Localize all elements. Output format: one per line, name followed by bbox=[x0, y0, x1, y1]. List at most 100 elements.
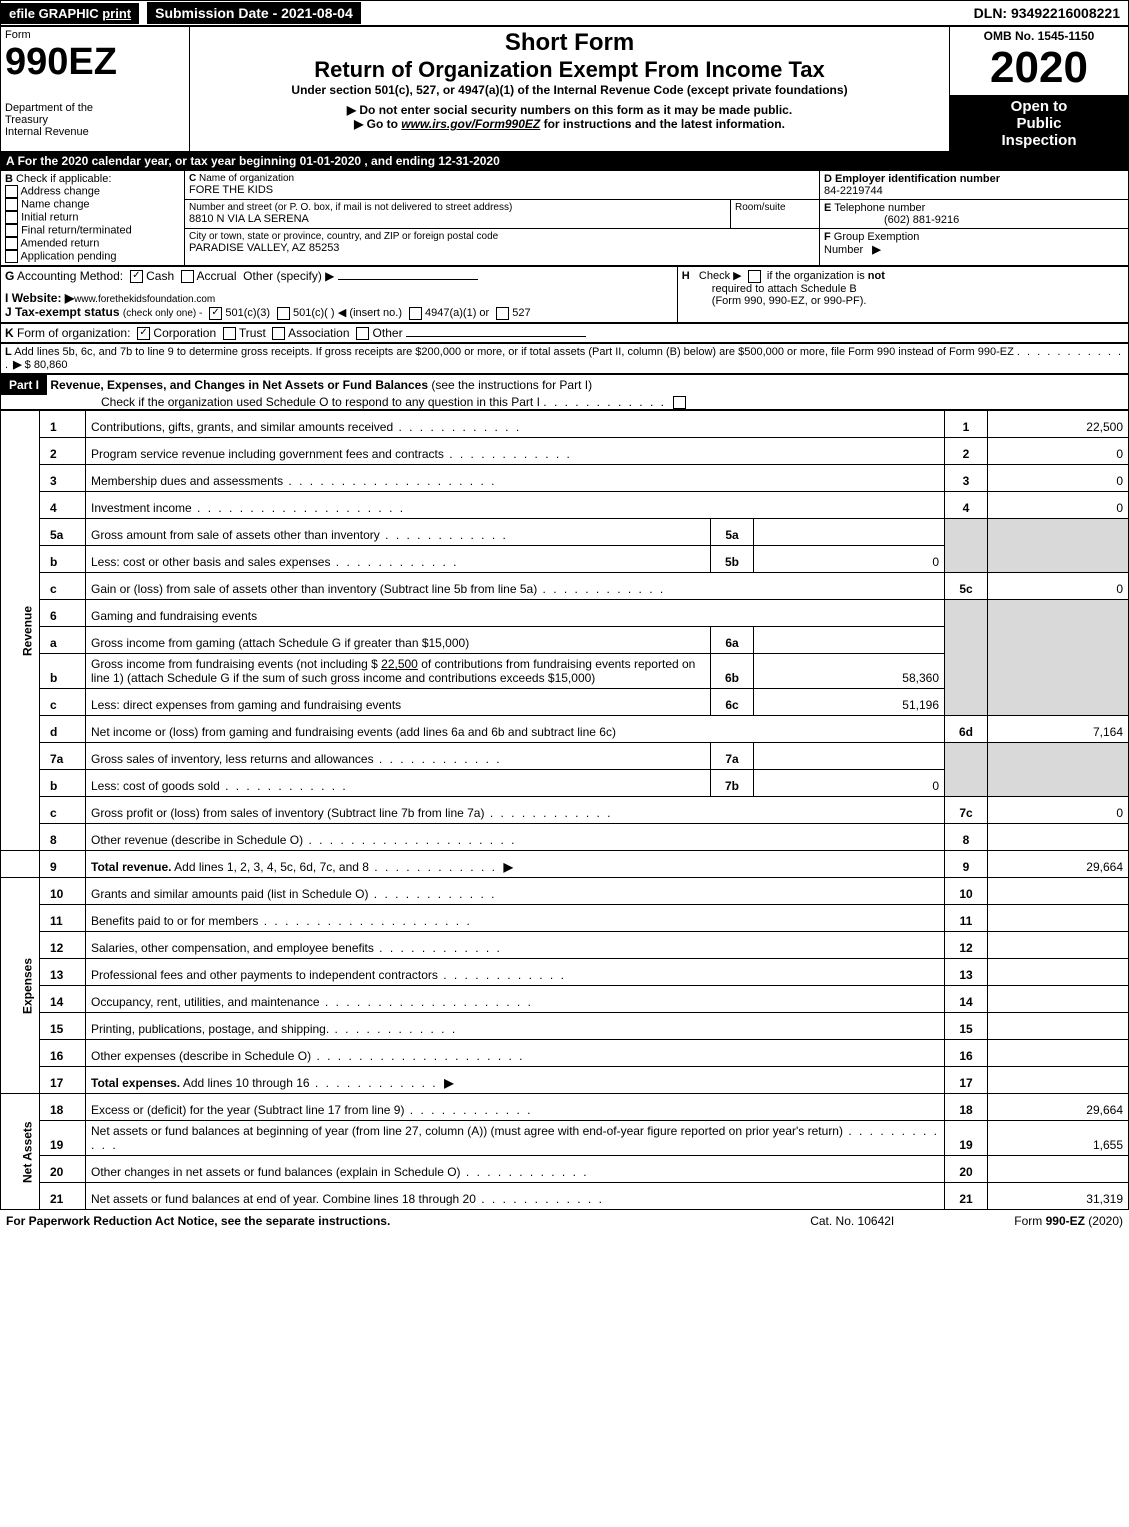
h-checkbox[interactable] bbox=[748, 270, 761, 283]
other-org-label: Other bbox=[373, 326, 403, 340]
h-check: Check ▶ bbox=[699, 270, 742, 282]
inspection: Inspection bbox=[954, 132, 1124, 149]
501c-checkbox[interactable] bbox=[277, 307, 290, 320]
revenue-label: Revenue bbox=[1, 411, 40, 851]
line-6d-num: d bbox=[40, 716, 86, 743]
part1-lines: Revenue 1 Contributions, gifts, grants, … bbox=[0, 410, 1129, 1210]
name-change-checkbox[interactable] bbox=[5, 198, 18, 211]
i-arrow: ▶ bbox=[65, 291, 74, 305]
line-5a-amt-shaded bbox=[988, 519, 1129, 546]
cash-checkbox[interactable] bbox=[130, 270, 143, 283]
initial-return-checkbox[interactable] bbox=[5, 211, 18, 224]
line-15-text: Printing, publications, postage, and shi… bbox=[91, 1022, 329, 1036]
amended-return-checkbox[interactable] bbox=[5, 237, 18, 250]
line-6a-boxamt bbox=[754, 627, 945, 653]
corp-checkbox[interactable] bbox=[137, 327, 150, 340]
line-9-amt: 29,664 bbox=[988, 851, 1129, 878]
netassets-label: Net Assets bbox=[1, 1094, 40, 1210]
assoc-checkbox[interactable] bbox=[272, 327, 285, 340]
sections-g-h: G Accounting Method: Cash Accrual Other … bbox=[0, 266, 1129, 323]
line-3-ref: 3 bbox=[945, 465, 988, 492]
line-11-amt bbox=[988, 905, 1129, 932]
line-16-ref: 16 bbox=[945, 1040, 988, 1067]
line-14-text: Occupancy, rent, utilities, and maintena… bbox=[91, 995, 320, 1009]
efile-prefix: efile bbox=[9, 6, 35, 21]
amended-return: Amended return bbox=[20, 237, 99, 249]
dept-2: Treasury bbox=[5, 114, 185, 126]
section-l: L Add lines 5b, 6c, and 7b to line 9 to … bbox=[0, 343, 1129, 374]
part1-instr: (see the instructions for Part I) bbox=[431, 378, 592, 392]
d-label: D bbox=[824, 173, 832, 185]
top-bar: efile GRAPHIC print Submission Date - 20… bbox=[0, 0, 1129, 26]
trust-checkbox[interactable] bbox=[223, 327, 236, 340]
dept-1: Department of the bbox=[5, 102, 185, 114]
501c3-checkbox[interactable] bbox=[209, 307, 222, 320]
line-16-amt bbox=[988, 1040, 1129, 1067]
line-5a-num: 5a bbox=[40, 519, 86, 546]
part1-title: Revenue, Expenses, and Changes in Net As… bbox=[50, 378, 428, 392]
line-19-amt: 1,655 bbox=[988, 1121, 1129, 1156]
line-17-text: Total expenses. bbox=[91, 1076, 180, 1090]
line-5c-ref: 5c bbox=[945, 573, 988, 600]
address-change: Address change bbox=[20, 185, 100, 197]
527-checkbox[interactable] bbox=[496, 307, 509, 320]
line-17-num: 17 bbox=[40, 1067, 86, 1094]
website[interactable]: www.forethekidsfoundation.com bbox=[74, 294, 215, 305]
expenses-label: Expenses bbox=[1, 878, 40, 1094]
accrual-checkbox[interactable] bbox=[181, 270, 194, 283]
line-17-text2: Add lines 10 through 16 bbox=[180, 1076, 309, 1090]
line-6c-box: 6c bbox=[711, 689, 754, 715]
other-org-checkbox[interactable] bbox=[356, 327, 369, 340]
schedule-o-checkbox[interactable] bbox=[673, 396, 686, 409]
line-6b-num: b bbox=[40, 654, 86, 689]
line-10-text: Grants and similar amounts paid (list in… bbox=[91, 887, 368, 901]
part1-header-row: Part I Revenue, Expenses, and Changes in… bbox=[0, 374, 1129, 410]
g-label: G bbox=[5, 269, 14, 283]
line-9-ref: 9 bbox=[945, 851, 988, 878]
line-11-ref: 11 bbox=[945, 905, 988, 932]
line-7a-text: Gross sales of inventory, less returns a… bbox=[91, 752, 374, 766]
line-5b-text: Less: cost or other basis and sales expe… bbox=[91, 555, 330, 569]
h-not: not bbox=[868, 270, 885, 282]
line-4-num: 4 bbox=[40, 492, 86, 519]
goto-url[interactable]: www.irs.gov/Form990EZ bbox=[401, 117, 540, 131]
short-form-title: Short Form bbox=[194, 29, 945, 57]
city: PARADISE VALLEY, AZ 85253 bbox=[189, 242, 339, 254]
insert-no: ◀ (insert no.) bbox=[338, 307, 402, 319]
line-5c-text: Gain or (loss) from sale of assets other… bbox=[91, 582, 537, 596]
phone: (602) 881-9216 bbox=[824, 214, 959, 226]
line-5a-box: 5a bbox=[711, 519, 754, 545]
line-7c-ref: 7c bbox=[945, 797, 988, 824]
website-lbl: Website: bbox=[12, 291, 62, 305]
print-link[interactable]: print bbox=[102, 6, 131, 21]
initial-return: Initial return bbox=[21, 211, 78, 223]
line-1-amt: 22,500 bbox=[988, 411, 1129, 438]
accrual-label: Accrual bbox=[196, 269, 236, 283]
line-6b-pre: Gross income from fundraising events (no… bbox=[91, 657, 381, 671]
line-20-num: 20 bbox=[40, 1156, 86, 1183]
line-7b-text: Less: cost of goods sold bbox=[91, 779, 220, 793]
line-21-num: 21 bbox=[40, 1183, 86, 1210]
address-change-checkbox[interactable] bbox=[5, 185, 18, 198]
h-if-org: if the organization is bbox=[767, 270, 865, 282]
line-6-num: 6 bbox=[40, 600, 86, 627]
line-12-ref: 12 bbox=[945, 932, 988, 959]
line-10-ref: 10 bbox=[945, 878, 988, 905]
4947-checkbox[interactable] bbox=[409, 307, 422, 320]
line-7a-boxamt bbox=[754, 743, 945, 769]
line-4-ref: 4 bbox=[945, 492, 988, 519]
line-16-num: 16 bbox=[40, 1040, 86, 1067]
public: Public bbox=[954, 115, 1124, 132]
line-6a-num: a bbox=[40, 627, 86, 654]
line-6c-text: Less: direct expenses from gaming and fu… bbox=[91, 698, 401, 712]
line-7c-text: Gross profit or (loss) from sales of inv… bbox=[91, 806, 484, 820]
name-change: Name change bbox=[21, 198, 90, 210]
line-15-ref: 15 bbox=[945, 1013, 988, 1040]
line-9-text: Total revenue. bbox=[91, 860, 171, 874]
line-5c-num: c bbox=[40, 573, 86, 600]
application-pending-checkbox[interactable] bbox=[5, 250, 18, 263]
line-7b-num: b bbox=[40, 770, 86, 797]
final-return-checkbox[interactable] bbox=[5, 224, 18, 237]
final-return: Final return/terminated bbox=[21, 224, 132, 236]
line-21-ref: 21 bbox=[945, 1183, 988, 1210]
